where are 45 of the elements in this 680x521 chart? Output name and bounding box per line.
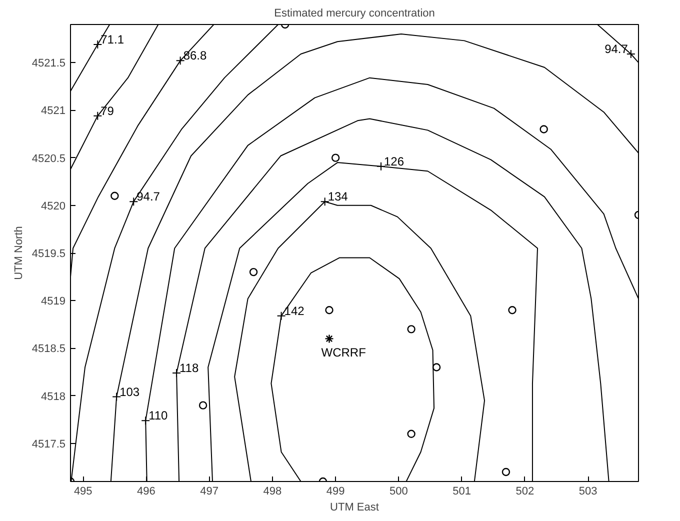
y-tick-label: 4520.5 [32,152,66,165]
annotation: 79 [100,104,114,118]
point [540,125,548,134]
chart-title: Estimated mercury concentration [274,8,435,20]
point [324,334,334,344]
x-tick-label: 498 [263,486,282,498]
point [331,154,340,162]
annotation: 71.1 [100,32,124,46]
y-tick-label: 4519.5 [32,248,66,260]
y-tick-label: 4520 [41,200,66,212]
y-tick-label: 4521.5 [32,58,66,70]
annotation: 103 [120,384,140,399]
annotation: 86.8 [183,48,207,63]
x-tick-label: 500 [390,486,408,498]
point [407,325,416,334]
x-tick-label: 499 [326,486,345,498]
annotation: 94.7 [136,190,160,204]
point [502,468,510,476]
point [508,306,516,314]
x-tick-label: 503 [578,486,598,498]
x-tick-label: 501 [452,486,471,498]
y-axis-title: UTM North [12,226,25,280]
annotation: 134 [328,190,348,204]
y-tick-label: 4517.5 [32,438,66,450]
point [198,401,208,410]
y-tick-label: 4519 [41,296,66,308]
x-axis-title: UTM East [330,502,379,514]
annotation: 142 [284,304,305,318]
series-label: WCRRF [321,346,366,360]
annotation: 94.7 [604,42,628,56]
point [110,192,119,200]
point [407,430,416,438]
x-tick-label: 496 [137,486,156,498]
point [325,306,334,314]
x-tick-label: 502 [516,486,534,498]
point [432,363,441,372]
x-tick-label: 497 [200,486,219,498]
y-tick-label: 4518.5 [32,343,66,356]
annotation: 118 [180,360,199,375]
x-tick-label: 495 [74,486,92,498]
annotation: 126 [384,154,404,168]
y-tick-label: 4518 [41,390,66,403]
annotation: 110 [148,408,168,423]
point [249,268,258,276]
y-tick-label: 4521 [41,105,66,118]
